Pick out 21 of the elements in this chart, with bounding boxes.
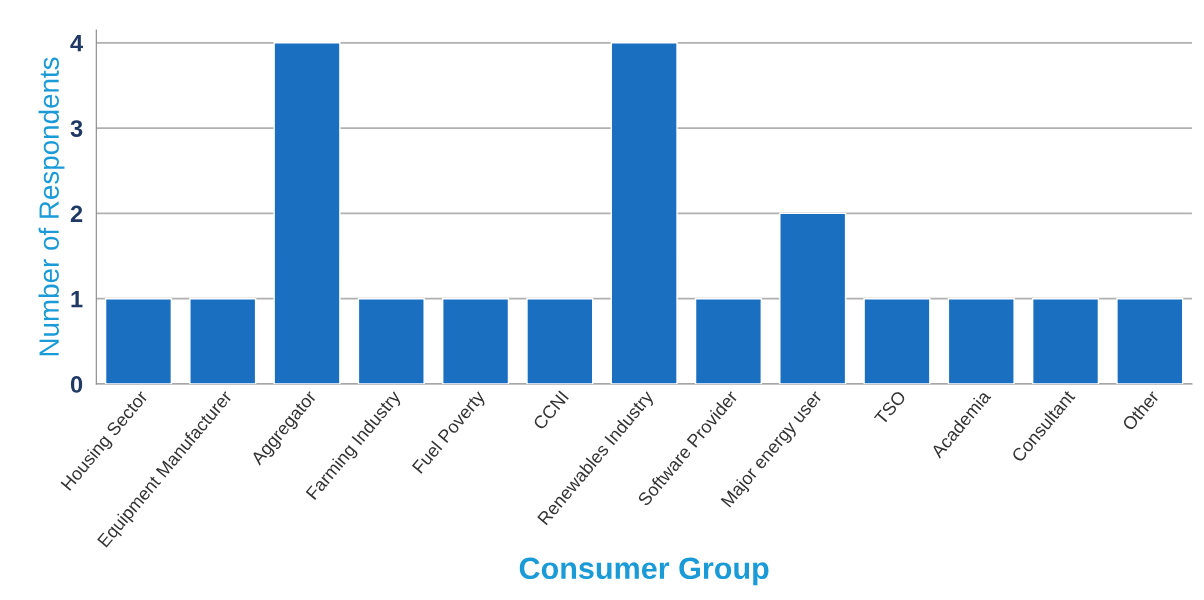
bar	[779, 212, 847, 384]
bar	[694, 298, 762, 384]
bar	[610, 42, 678, 384]
y-tick-label: 0	[70, 376, 83, 393]
bar	[104, 298, 173, 384]
y-tick-label: 4	[70, 35, 83, 52]
y-tick-label: 1	[71, 291, 83, 308]
bar	[947, 298, 1015, 384]
y-axis-title: Number of Respondents	[38, 57, 65, 356]
bar	[442, 298, 510, 384]
x-tick-label: TSO	[873, 389, 907, 426]
bar	[863, 298, 931, 384]
x-axis-title: Consumer Group	[519, 557, 769, 586]
y-tick-label: 3	[70, 120, 83, 137]
bar	[526, 298, 594, 384]
bar	[357, 298, 425, 384]
bar	[273, 42, 341, 384]
bar	[189, 298, 257, 384]
y-tick-label: 2	[70, 205, 83, 222]
bar	[1116, 298, 1184, 384]
bar	[1031, 298, 1100, 384]
